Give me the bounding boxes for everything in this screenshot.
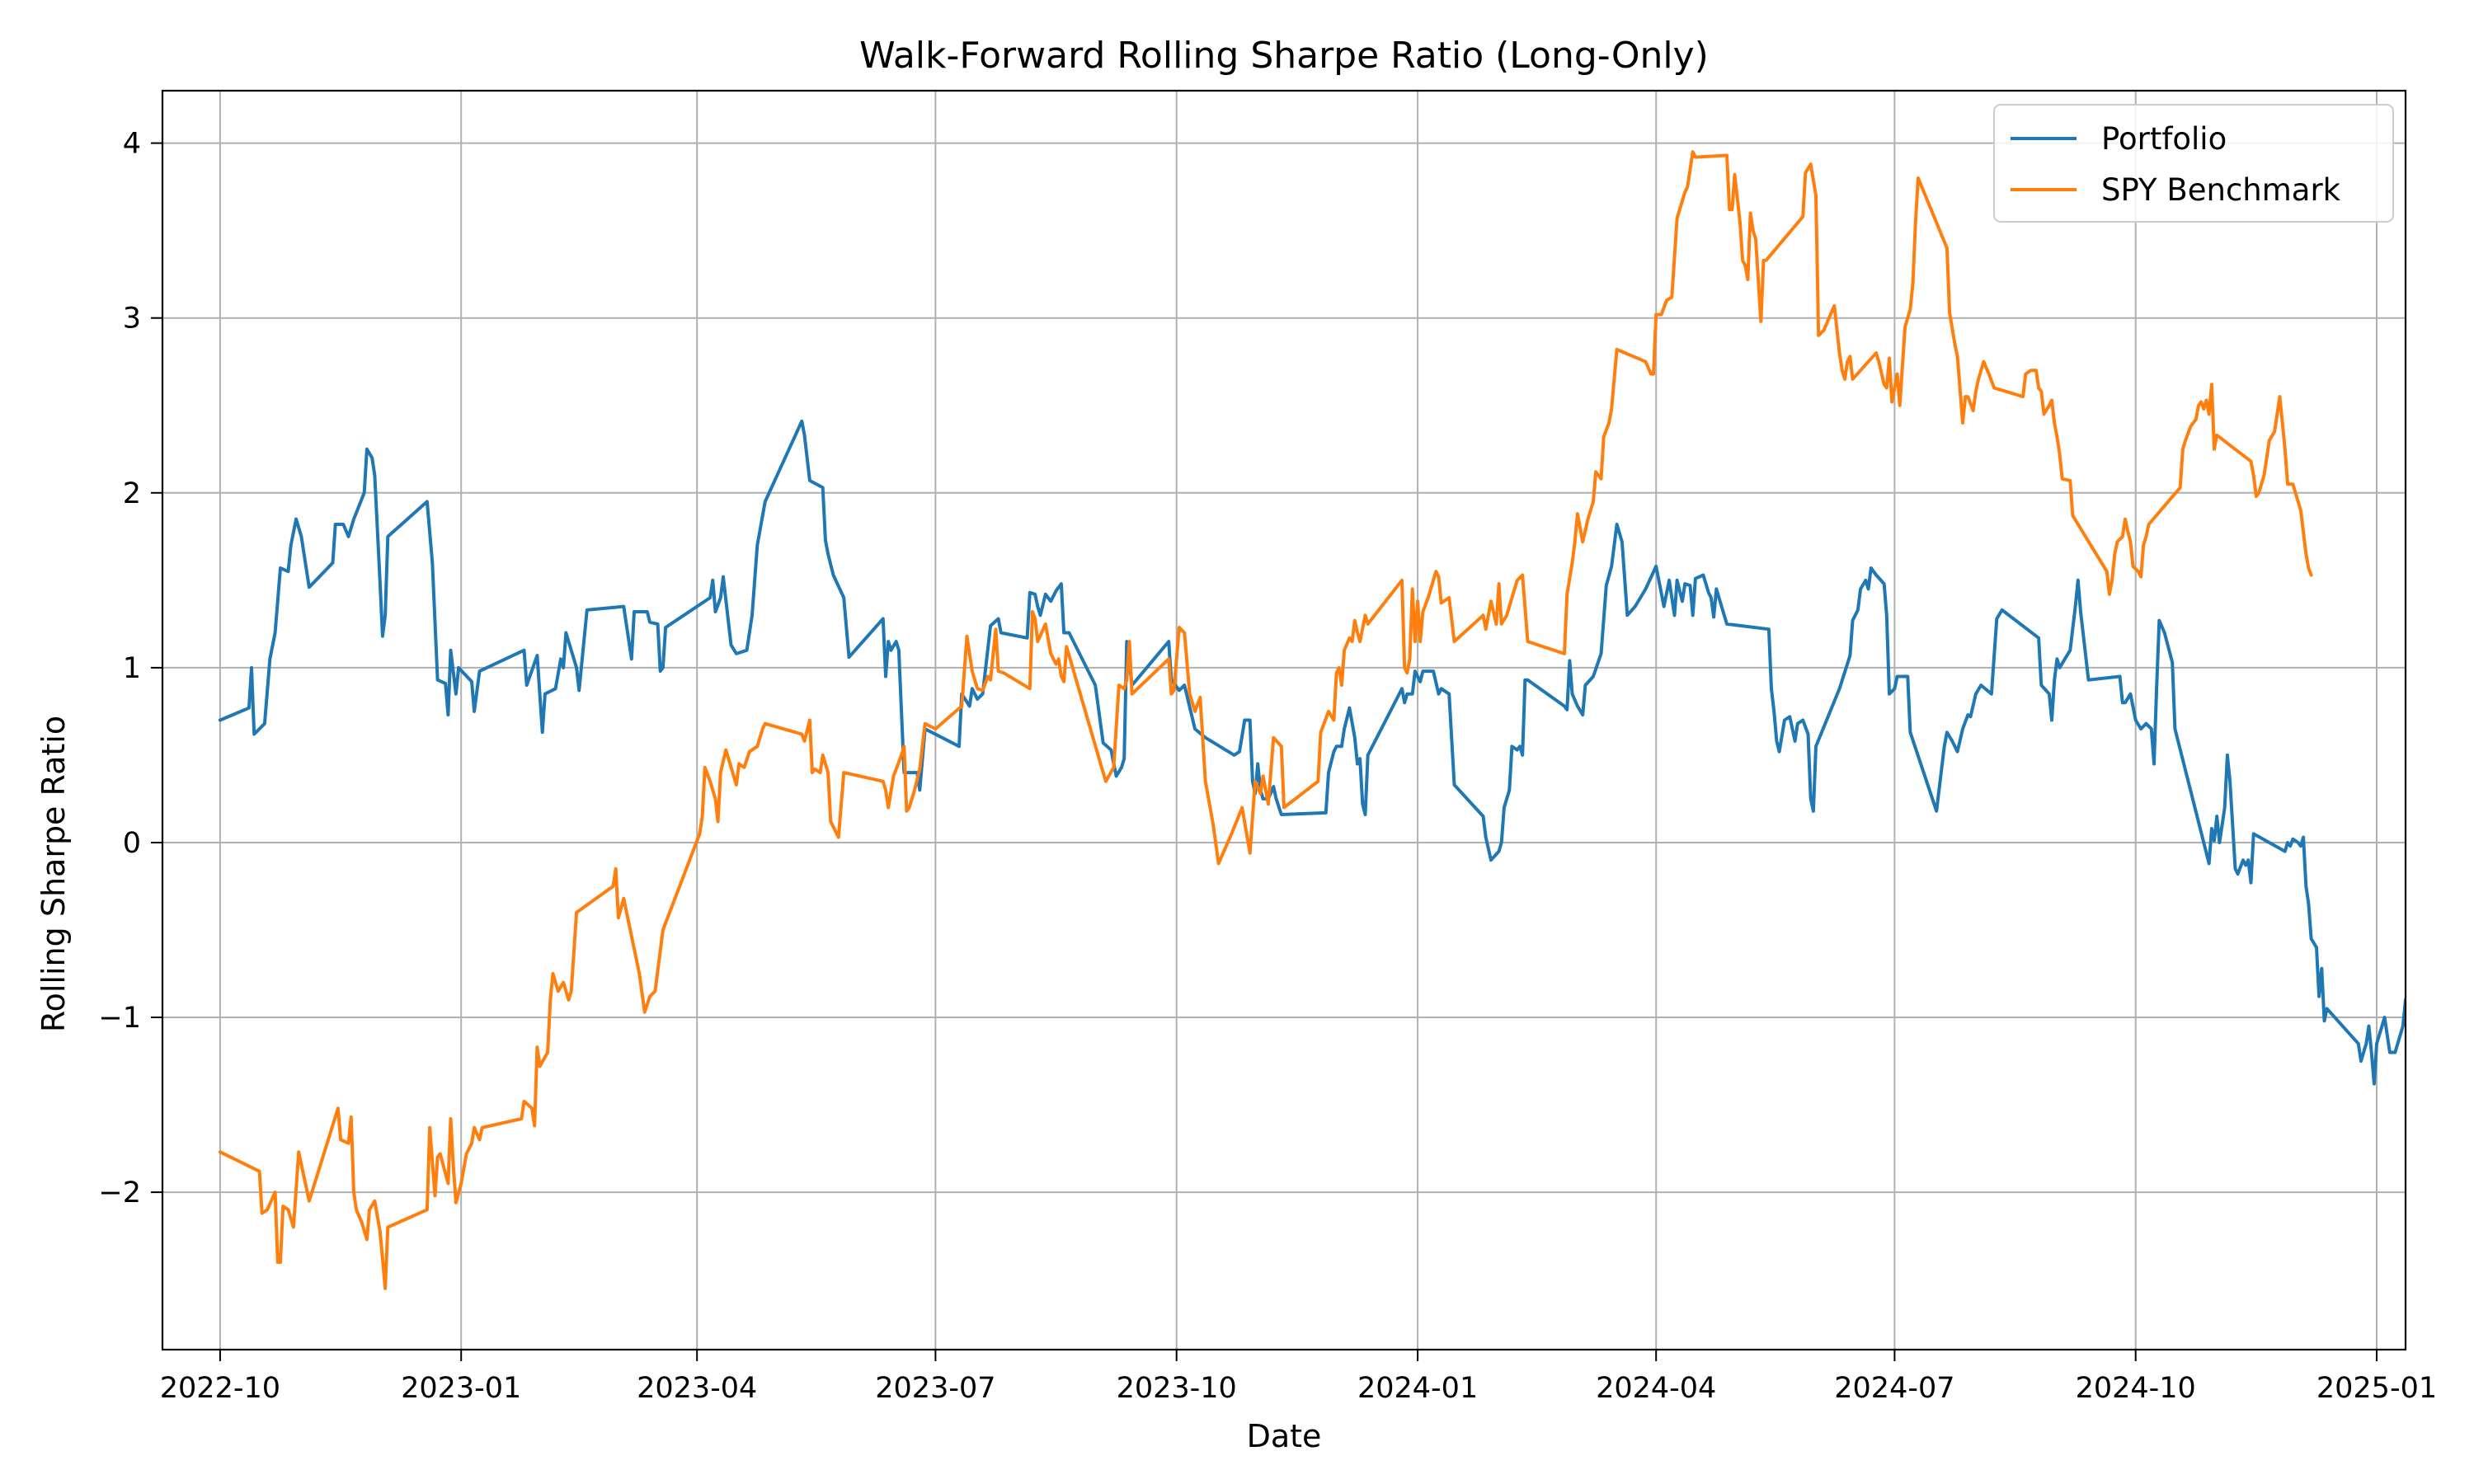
x-tick-label: 2024-04 [1596, 1372, 1716, 1405]
series-line-spy-benchmark [218, 150, 2313, 1290]
series-line-portfolio [218, 419, 2406, 1086]
x-tick-label: 2025-01 [2316, 1372, 2437, 1405]
series-lines [218, 150, 2406, 1290]
x-axis-label: Date [1247, 1418, 1322, 1454]
legend-label-spy-benchmark: SPY Benchmark [2101, 172, 2341, 208]
legend: Portfolio SPY Benchmark [1993, 104, 2394, 223]
y-tick-label: 4 [123, 128, 141, 161]
y-tick-label: 2 [123, 477, 141, 510]
y-tick-label: −2 [98, 1176, 141, 1209]
legend-box [1993, 104, 2394, 223]
x-tick-label: 2023-10 [1117, 1372, 1237, 1405]
y-tick-label: 0 [123, 827, 141, 860]
x-tick-label: 2024-01 [1357, 1372, 1478, 1405]
y-axis-label: Rolling Sharpe Ratio [35, 716, 72, 1032]
y-tick-label: 1 [123, 652, 141, 685]
y-tick-label: 3 [123, 303, 141, 336]
x-tick-label: 2024-07 [1834, 1372, 1954, 1405]
x-tick-label: 2024-10 [2076, 1372, 2196, 1405]
x-axis-ticks: 2022-10 2023-01 2023-04 2023-07 2023-10 2024-… [160, 1350, 2437, 1405]
plot-frame [161, 89, 2407, 1351]
grid-lines [162, 91, 2406, 1350]
x-tick-label: 2023-04 [637, 1372, 757, 1405]
x-tick-label: 2022-10 [160, 1372, 280, 1405]
x-tick-label: 2023-01 [401, 1372, 521, 1405]
y-tick-label: −1 [98, 1002, 141, 1035]
y-axis-ticks: −2 −1 0 1 2 3 4 [98, 128, 162, 1209]
legend-label-portfolio: Portfolio [2101, 121, 2227, 157]
x-tick-label: 2023-07 [875, 1372, 995, 1405]
chart-title: Walk-Forward Rolling Sharpe Ratio (Long-… [859, 35, 1709, 77]
